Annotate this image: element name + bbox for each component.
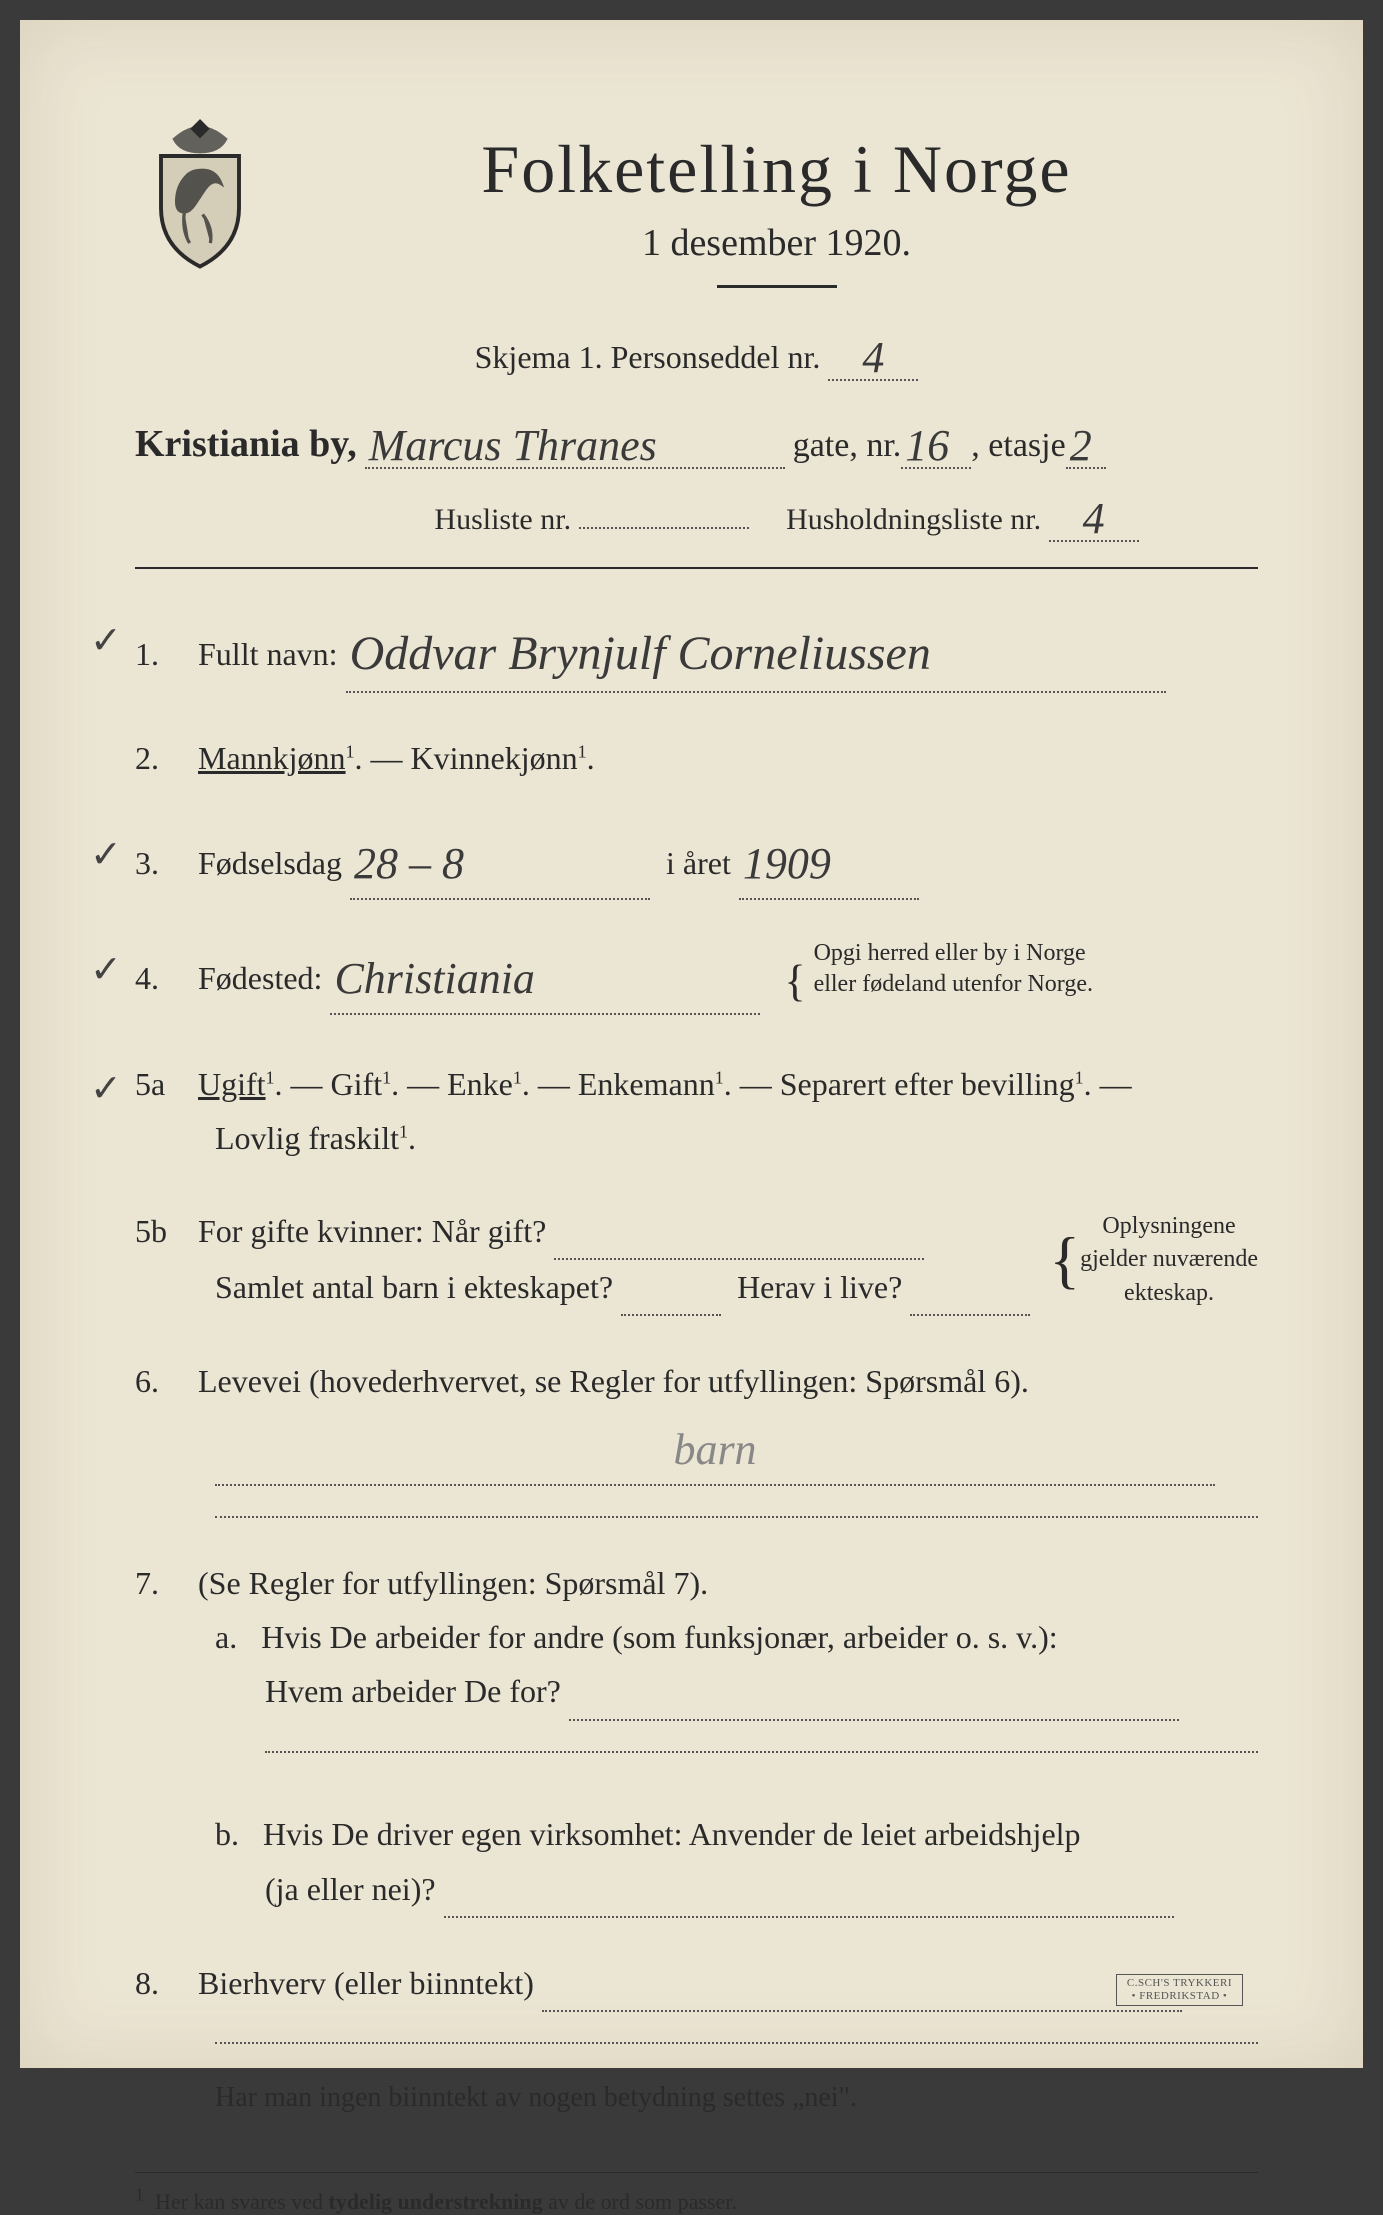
q2-row: 2. Mannkjønn1. — Kvinnekjønn1. [135,731,1258,785]
title-block: Folketelling i Norge 1 desember 1920. [295,130,1258,318]
q3-num: 3. [135,836,190,890]
city-line: Kristiania by, Marcus Thranes gate, nr. … [135,416,1258,469]
q4-num: 4. [135,951,190,1005]
check-mark-icon: ✓ [90,1057,122,1122]
street-name: Marcus Thranes [369,421,657,470]
q7-num: 7. [135,1556,190,1610]
q2-mann: Mannkjønn [198,740,346,776]
q8-num: 8. [135,1956,190,2010]
printer-stamp: C.SCH'S TRYKKERI • FREDRIKSTAD • [1116,1974,1243,2006]
q5a-num: 5a [135,1057,190,1111]
check-mark-icon: ✓ [90,823,122,888]
footnote-text: 1 Her kan svares ved tydelig understrekn… [135,2189,737,2214]
q7a-blank-line [265,1751,1258,1753]
personseddel-nr: 4 [862,333,884,382]
q8-note: Har man ingen biinntekt av nogen betydni… [215,2074,1258,2122]
hushold-label: Husholdningsliste nr. [786,503,1041,536]
q6-num: 6. [135,1354,190,1408]
q8-row: 8. Bierhverv (eller biinntekt) Har man i… [135,1956,1258,2122]
q3-label: Fødselsdag [198,845,342,881]
census-form-page: Folketelling i Norge 1 desember 1920. Sk… [20,20,1363,2068]
q5b-l2b: Herav i live? [737,1269,902,1305]
husliste-label: Husliste nr. [434,503,571,536]
q2-num: 2. [135,731,190,785]
section-divider [135,567,1258,569]
check-mark-icon: ✓ [90,609,122,674]
main-title: Folketelling i Norge [295,130,1258,209]
etasje-nr: 2 [1070,421,1092,470]
q5a-separert: Separert efter bevilling [780,1066,1075,1102]
q4-label: Fødested: [198,960,322,996]
occupation-value: barn [673,1425,756,1474]
q1-row: ✓ 1. Fullt navn: Oddvar Brynjulf Corneli… [135,609,1258,693]
q7b-label: b. [215,1816,239,1852]
q3-row: ✓ 3. Fødselsdag 28 – 8 i året 1909 [135,823,1258,900]
q7b-text2: (ja eller nei)? [265,1871,436,1907]
full-name-value: Oddvar Brynjulf Corneliussen [350,627,931,680]
q5a-row: ✓ 5a Ugift1. — Gift1. — Enke1. — Enkeman… [135,1057,1258,1166]
q5b-l2a: Samlet antal barn i ekteskapet? [215,1269,613,1305]
q3-year-label: i året [666,845,731,881]
q7-row: 7. (Se Regler for utfyllingen: Spørsmål … [135,1556,1258,1918]
q6-label: Levevei (hovederhvervet, se Regler for u… [198,1363,1029,1399]
etasje-label: , etasje [971,427,1065,465]
norwegian-crest-icon [135,110,265,280]
q5a-lovlig: Lovlig fraskilt [215,1120,399,1156]
q2-kvinne: Kvinnekjønn [411,740,578,776]
gate-label: gate, nr. [793,427,902,465]
header-row: Folketelling i Norge 1 desember 1920. [135,130,1258,318]
q1-num: 1. [135,627,190,681]
q8-blank-line [215,2042,1258,2044]
birthplace: Christiania [334,954,535,1003]
gate-nr: 16 [905,421,949,470]
sub-line: Husliste nr. Husholdningsliste nr. 4 [315,489,1258,542]
schema-line: Skjema 1. Personseddel nr. 4 [135,328,1258,381]
q8-label: Bierhverv (eller biinntekt) [198,1965,534,2001]
birth-year: 1909 [743,839,831,888]
q5a-enke: Enke [447,1066,513,1102]
birth-day: 28 – 8 [354,839,464,888]
q5a-enkemann: Enkemann [578,1066,715,1102]
q5b-l1: For gifte kvinner: Når gift? [198,1213,546,1249]
q7a-label: a. [215,1619,237,1655]
footnote-section: 1 Her kan svares ved tydelig understrekn… [135,2172,1258,2215]
q7a-text2: Hvem arbeider De for? [265,1673,561,1709]
q7-label: (Se Regler for utfyllingen: Spørsmål 7). [198,1565,708,1601]
check-mark-icon: ✓ [90,938,122,1003]
q1-label: Fullt navn: [198,636,338,672]
date-subtitle: 1 desember 1920. [295,221,1258,265]
q5a-ugift: Ugift [198,1066,266,1102]
q5a-gift: Gift [331,1066,383,1102]
hushold-nr: 4 [1083,494,1105,543]
q5b-row: 5b For gifte kvinner: Når gift? Samlet a… [135,1204,1258,1317]
q6-blank-line [215,1516,1258,1518]
q4-note: Opgi herred eller by i Norge eller fødel… [814,938,1093,1000]
title-divider [717,285,837,288]
city-label: Kristiania by, [135,422,357,466]
q7b-text1: Hvis De driver egen virksomhet: Anvender… [263,1816,1081,1852]
q5b-note: Oplysningene gjelder nuværende ekteskap. [1080,1210,1258,1311]
q5b-num: 5b [135,1204,190,1258]
q7a-text1: Hvis De arbeider for andre (som funksjon… [261,1619,1057,1655]
q4-row: ✓ 4. Fødested: Christiania { Opgi herred… [135,938,1258,1019]
schema-label: Skjema 1. Personseddel nr. [475,339,821,375]
q6-row: 6. Levevei (hovederhvervet, se Regler fo… [135,1354,1258,1517]
